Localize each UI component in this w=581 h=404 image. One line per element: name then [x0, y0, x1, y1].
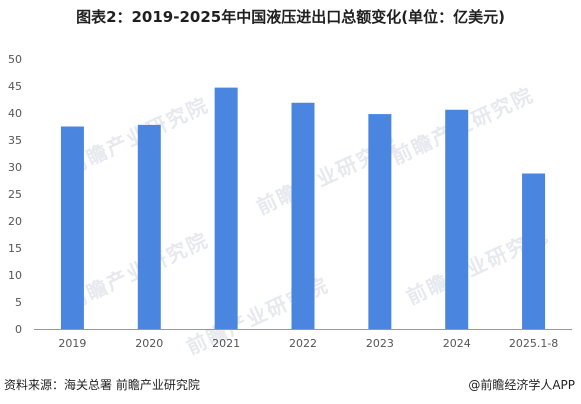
- y-tick-label: 40: [8, 107, 22, 120]
- y-tick-label: 35: [8, 134, 22, 147]
- x-tick-label: 2025.1-8: [509, 337, 558, 350]
- bar-2025.1-8: [522, 173, 546, 329]
- bar-series: [60, 87, 546, 330]
- chart-title: 图表2：2019-2025年中国液压进出口总额变化(单位：亿美元): [76, 8, 505, 26]
- source-note: 资料来源：海关总署 前瞻产业研究院: [4, 378, 200, 392]
- bar-2024: [445, 109, 469, 329]
- x-tick-label: 2019: [58, 337, 86, 350]
- bar-2021: [214, 87, 238, 330]
- bar-2022: [291, 102, 315, 330]
- x-tick-label: 2021: [212, 337, 240, 350]
- x-tick-label: 2022: [289, 337, 317, 350]
- x-tick-label: 2020: [135, 337, 163, 350]
- bar-2023: [368, 114, 392, 329]
- y-tick-label: 45: [8, 80, 22, 93]
- y-tick-label: 10: [8, 269, 22, 282]
- bar-2019: [60, 126, 84, 329]
- y-tick-label: 15: [8, 242, 22, 255]
- y-tick-label: 50: [8, 53, 22, 66]
- x-tick-label: 2023: [366, 337, 394, 350]
- y-tick-label: 30: [8, 161, 22, 174]
- bar-2020: [137, 124, 161, 329]
- y-tick-label: 20: [8, 215, 22, 228]
- y-tick-label: 25: [8, 188, 22, 201]
- x-axis: 2019 2020 2021 2022 2023 2024 2025.1-8: [58, 337, 558, 350]
- y-tick-label: 0: [15, 323, 22, 336]
- x-tick-label: 2024: [443, 337, 471, 350]
- y-axis: 0 5 10 15 20 25 30 35 40 45 50: [8, 53, 22, 336]
- y-tick-label: 5: [15, 296, 22, 309]
- credit-note: @前瞻经济学人APP: [468, 378, 575, 392]
